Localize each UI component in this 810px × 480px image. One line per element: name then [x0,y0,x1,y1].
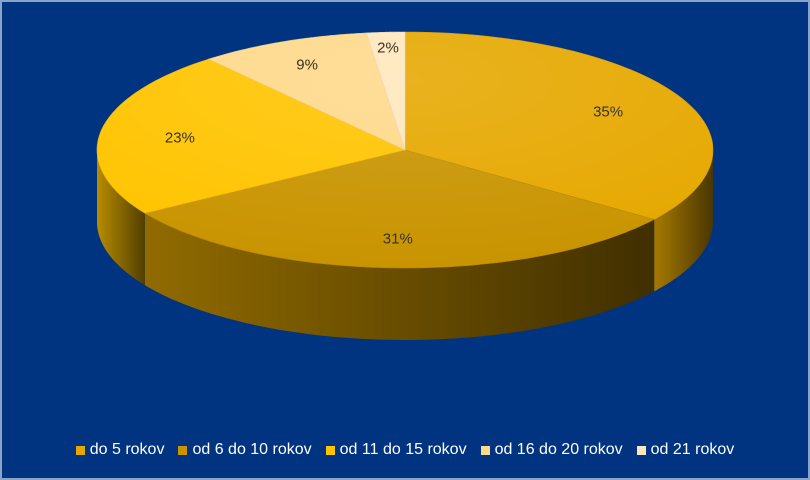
legend-label: do 5 rokov [89,441,165,458]
legend-item-od-21-rokov: od 21 rokov [636,441,735,459]
legend-item-od-16-do-20-rokov: od 16 do 20 rokov [480,441,623,459]
slice-label-3: 9% [296,56,318,73]
legend-label: od 11 do 15 rokov [339,441,467,458]
slice-label-4: 2% [377,39,399,56]
pie-side-1 [144,213,655,340]
slice-label-1: 31% [383,230,413,247]
legend-swatch [178,445,188,455]
slice-label-0: 35% [593,103,623,120]
legend-label: od 21 rokov [650,441,735,458]
pie-side-0 [654,150,713,292]
pie-highlight [97,32,713,268]
legend-item-od-6-do-10-rokov: od 6 do 10 rokov [178,441,312,459]
pie-side-walls [97,150,713,340]
slice-label-2: 23% [165,129,195,146]
legend-item-do-5-rokov: do 5 rokov [75,441,165,459]
pie-labels: 35% 31% 23% 9% 2% [165,39,623,247]
legend: do 5 rokov od 6 do 10 rokov od 11 do 15 … [2,438,808,462]
legend-label: od 6 do 10 rokov [192,441,312,458]
legend-swatch [636,445,646,455]
legend-swatch [75,445,85,455]
legend-label: od 16 do 20 rokov [494,441,623,458]
legend-swatch [480,445,490,455]
legend-swatch [325,445,335,455]
pie-side-2 [97,150,145,286]
legend-item-od-11-do-15-rokov: od 11 do 15 rokov [325,441,467,459]
